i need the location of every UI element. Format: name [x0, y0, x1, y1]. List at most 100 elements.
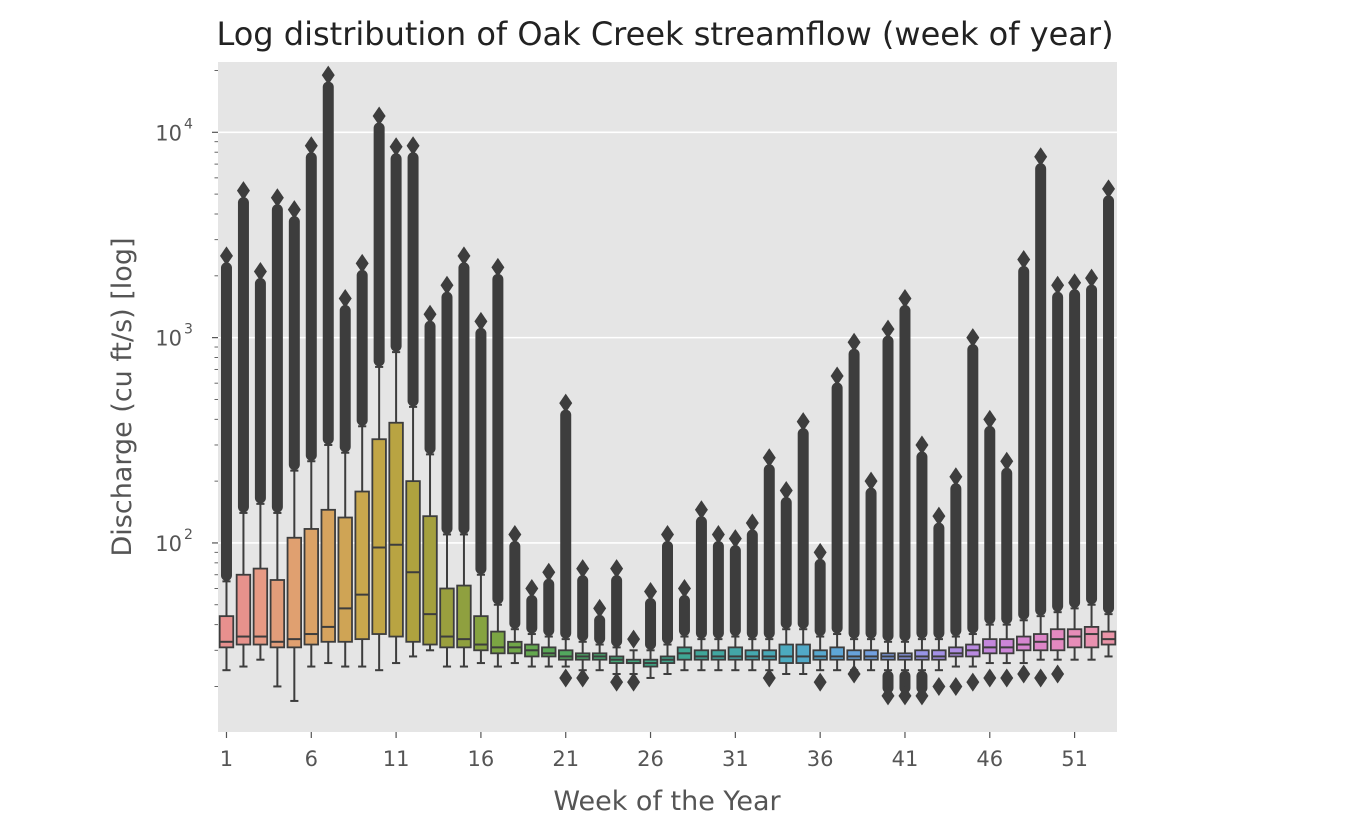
box-iqr	[829, 646, 845, 661]
outlier-point-max	[1017, 250, 1031, 270]
outlier-point-min	[1000, 668, 1014, 688]
box-iqr	[914, 649, 930, 661]
box-iqr	[1083, 626, 1100, 649]
box-iqr	[422, 515, 438, 646]
x-tick-label: 46	[976, 747, 1003, 771]
outlier-point-max	[728, 529, 742, 549]
outlier-point-max	[1051, 275, 1065, 295]
outlier-point-min	[915, 686, 929, 706]
outlier-point-max	[915, 435, 929, 455]
outlier-point-max	[898, 289, 912, 309]
y-tick-label: 10	[155, 532, 182, 556]
outlier-point-max	[881, 319, 895, 339]
box-iqr	[354, 490, 370, 641]
x-tick-label: 1	[220, 747, 233, 771]
outlier-point-min	[627, 672, 641, 692]
outlier-point-max	[711, 524, 725, 544]
outlier-point-max	[610, 559, 624, 579]
x-tick-label: 41	[892, 747, 919, 771]
box-iqr	[337, 516, 353, 643]
outlier-point-min	[813, 672, 827, 692]
outlier-point-max	[1068, 273, 1082, 293]
outlier-point-min	[1034, 668, 1048, 688]
outlier-point-max	[644, 582, 658, 602]
x-tick-label: 36	[807, 747, 834, 771]
box-iqr	[252, 567, 269, 646]
box-iqr	[320, 508, 336, 643]
x-tick-label: 16	[468, 747, 495, 771]
box-iqr	[490, 630, 506, 655]
box-iqr	[1066, 628, 1083, 649]
outlier-point-max	[321, 65, 335, 85]
outlier-point-max	[525, 578, 539, 598]
outlier-point-min	[881, 686, 895, 706]
outlier-point-max	[491, 257, 505, 277]
box-iqr	[1016, 635, 1032, 652]
outlier-point-max	[355, 253, 369, 273]
outlier-point-max	[559, 393, 573, 413]
outlier-point-max	[593, 598, 607, 618]
outlier-point-min	[898, 686, 912, 706]
box-iqr	[931, 649, 947, 661]
box-iqr	[371, 438, 387, 635]
y-tick-exponent: 2	[184, 527, 193, 543]
box-iqr	[269, 579, 286, 649]
outlier-point-max	[932, 506, 946, 526]
box-iqr	[795, 643, 811, 664]
box-iqr	[863, 649, 879, 661]
box-iqr	[778, 643, 794, 664]
outlier-point-max	[542, 562, 556, 582]
x-tick-label: 26	[637, 747, 664, 771]
box-iqr	[388, 421, 404, 638]
box-iqr	[405, 480, 421, 643]
outlier-point-max	[966, 328, 980, 348]
outlier-point-min	[932, 676, 946, 696]
outlier-point-max	[474, 311, 488, 331]
outlier-point-max	[847, 332, 861, 352]
outlier-point-max	[694, 500, 708, 520]
outlier-point-max	[287, 200, 301, 220]
box-iqr	[473, 615, 489, 652]
y-tick-label: 10	[155, 327, 182, 351]
outlier-point-max	[830, 366, 844, 386]
outlier-point-max	[338, 289, 352, 309]
y-tick-label: 10	[155, 121, 182, 145]
outlier-point-min	[949, 676, 963, 696]
outlier-point-max	[677, 578, 691, 598]
outlier-point-min	[576, 668, 590, 688]
outlier-point-min	[983, 668, 997, 688]
outlier-point-max	[661, 524, 674, 544]
box-iqr	[1100, 630, 1117, 646]
y-tick-exponent: 4	[184, 116, 193, 132]
x-axis-label: Week of the Year	[553, 786, 781, 817]
outlier-point-max	[864, 471, 878, 491]
outlier-point-max	[236, 181, 250, 201]
box-iqr	[812, 649, 828, 661]
x-tick-label: 6	[305, 747, 318, 771]
outlier-point-max	[440, 275, 454, 295]
outlier-point-max	[406, 136, 420, 156]
outlier-point-max	[796, 412, 810, 432]
box-iqr	[218, 615, 235, 649]
outlier-point-max	[779, 481, 793, 501]
box-iqr	[710, 649, 727, 661]
outlier-point-max	[1034, 147, 1048, 167]
box-iqr	[439, 587, 455, 649]
outlier-point-max	[253, 261, 267, 281]
box-iqr	[456, 584, 472, 649]
outlier-point-min	[1051, 664, 1065, 684]
outlier-point-max	[270, 188, 284, 208]
chart-title: Log distribution of Oak Creek streamflow…	[216, 15, 1113, 53]
x-axis: 1 6 11 16 21 26 31 36 41 46 51	[220, 732, 1088, 771]
outlier-point-max	[508, 524, 522, 544]
outlier-point-max	[1102, 179, 1116, 199]
x-tick-label: 51	[1061, 747, 1088, 771]
box-iqr	[744, 649, 760, 661]
box-iqr	[727, 646, 744, 661]
box-iqr	[541, 646, 557, 658]
box-iqr	[558, 649, 574, 661]
outlier-point-max	[762, 448, 776, 468]
outlier-point-min	[559, 668, 573, 688]
